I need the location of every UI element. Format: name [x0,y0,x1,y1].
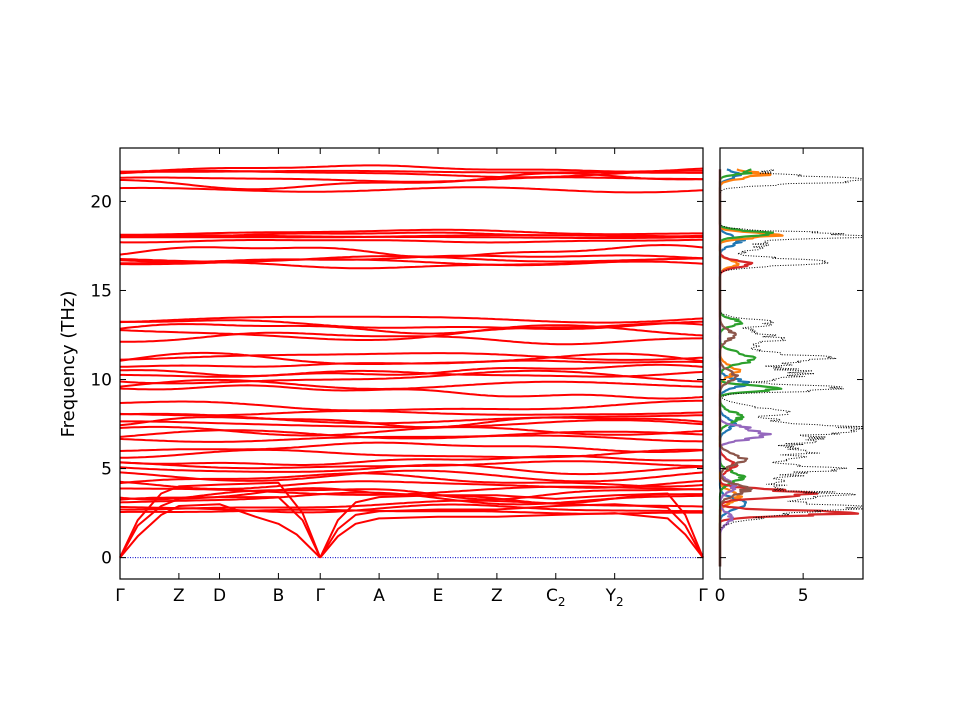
dos-total-curve [719,168,864,567]
optical-band-51 [120,169,703,174]
acoustic-branch-5 [319,503,704,559]
k-point-label: Z [491,586,503,606]
k-point-label: B [273,586,285,606]
k-point-label: Z [173,586,185,606]
k-point-label: A [373,586,385,606]
optical-band-32 [120,331,704,346]
k-point-label: Γ [698,586,708,606]
dos-total [719,168,864,567]
optical-band-18 [119,425,704,437]
optical-band-30 [119,351,704,365]
optical-band-35 [120,319,703,330]
optical-band-34 [119,322,704,335]
optical-band-1 [120,508,704,515]
acoustic-branch-6 [319,492,704,559]
optical-band-45 [120,231,704,238]
optical-band-42 [119,238,703,244]
optical-band-23 [119,399,703,412]
y-tick-label: 5 [101,460,112,480]
k-point-label: D [213,586,226,606]
optical-band-41 [119,244,704,259]
dos-x-tick-label: 0 [715,586,726,606]
k-point-label: E [433,586,444,606]
optical-band-20 [119,416,704,429]
optical-band-16 [119,434,703,443]
dos-x-tick-label: 5 [798,586,809,606]
y-tick-label: 20 [90,192,112,212]
optical-band-22 [119,410,704,417]
optical-band-25 [119,378,704,390]
optical-band-14 [120,448,704,459]
optical-band-26 [119,369,704,385]
optical-band-49 [119,176,703,183]
k-point-label: Γ [315,586,325,606]
optical-band-6 [119,488,703,501]
optical-band-2 [119,503,703,514]
optical-band-52 [120,164,704,173]
optical-band-24 [119,384,704,400]
optical-band-8 [119,479,704,490]
optical-band-15 [119,441,704,453]
optical-band-12 [119,460,704,470]
band-lines [119,164,704,559]
optical-band-13 [119,455,704,466]
optical-band-9 [119,472,704,488]
y-tick-label: 0 [101,549,112,569]
y-tick-label: 10 [90,371,112,391]
optical-band-28 [119,363,704,377]
optical-band-10 [119,469,704,483]
optical-band-5 [119,487,703,505]
acoustic-branch-1 [119,503,321,559]
optical-band-31 [120,352,704,361]
dos-plot-frame [719,147,864,580]
optical-band-36 [119,315,704,324]
band-plot-frame [119,147,704,580]
optical-band-47 [119,186,704,194]
optical-band-46 [120,228,703,236]
optical-band-27 [120,369,704,378]
optical-band-3 [120,499,704,511]
k-point-label: Γ [115,586,125,606]
y-tick-label: 15 [90,281,112,301]
y-axis-label: Frequency (THz) [58,291,79,438]
acoustic-branch-4 [319,512,704,559]
